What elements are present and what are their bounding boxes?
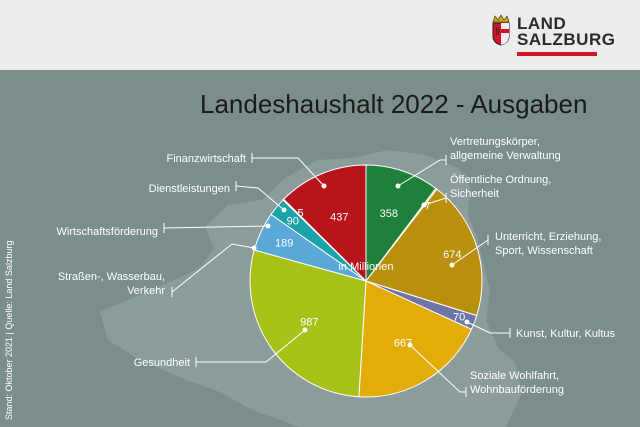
leader-dot xyxy=(464,319,470,325)
leader-line xyxy=(423,197,447,206)
slice-category-label: Vertretungskörper, allgemeine Verwaltung xyxy=(450,136,561,162)
pie-slice xyxy=(283,164,367,283)
slice-value-label: 358 xyxy=(380,208,398,220)
slice-category-label: Unterricht, Erziehung, Sport, Wissenschaf… xyxy=(495,231,601,257)
leader-line xyxy=(466,321,510,334)
leader-line xyxy=(409,344,466,393)
slice-value-label: 189 xyxy=(275,237,293,249)
leader-dot xyxy=(281,207,287,213)
leader-line xyxy=(235,185,285,211)
pie-slice xyxy=(365,164,437,283)
leader-line xyxy=(252,157,325,187)
category-labels: Vertretungskörper, allgemeine Verwaltung Ö… xyxy=(57,136,616,396)
slice-value-label: 5 xyxy=(298,208,304,220)
slice-value-label: 667 xyxy=(394,338,412,350)
leader-dot xyxy=(407,342,413,348)
leader-dot xyxy=(321,183,327,189)
leader-dot xyxy=(421,202,427,208)
slice-value-label: 70 xyxy=(453,312,465,324)
slice-value-label: 90 xyxy=(287,215,299,227)
brand-name-line2: SALZBURG xyxy=(517,30,616,49)
slice-category-label: Gesundheit xyxy=(134,357,190,369)
slice-category-label: Kunst, Kultur, Kultus xyxy=(516,328,616,340)
chart-title: Landeshaushalt 2022 - Ausgaben xyxy=(200,89,588,119)
leader-line xyxy=(397,159,446,187)
leader-lines xyxy=(163,153,511,397)
slice-value-label: 437 xyxy=(330,212,348,224)
pie-slice xyxy=(249,249,367,398)
slice-category-label: Straßen-, Wasserbau, Verkehr xyxy=(58,271,166,297)
slice-category-label: Dienstleistungen xyxy=(149,183,230,195)
slice-value-label: 987 xyxy=(300,316,318,328)
leader-dot xyxy=(395,183,401,189)
leader-dot xyxy=(251,245,257,251)
leader-dot xyxy=(302,327,308,333)
leader-line xyxy=(196,329,306,363)
value-labels: 358 7 674 70 667 987 189 905 437 xyxy=(275,200,465,349)
leader-dot xyxy=(265,223,271,229)
coat-of-arms-icon xyxy=(492,14,510,46)
unit-note: in Millionen xyxy=(338,261,393,273)
leader-dot xyxy=(449,262,455,268)
leader-line xyxy=(163,225,269,229)
header-band xyxy=(0,0,640,70)
brand-underline xyxy=(517,52,597,56)
leader-line xyxy=(171,243,255,293)
slice-category-label: Soziale Wohlfahrt, Wohnbauförderung xyxy=(470,370,564,396)
leader-line xyxy=(451,239,489,266)
pie-slices xyxy=(249,164,483,398)
slice-category-label: Wirtschaftsförderung xyxy=(57,226,158,238)
slice-value-label: 7 xyxy=(425,200,431,212)
slice-value-label: 674 xyxy=(443,249,461,261)
brand-name-line1: LAND xyxy=(517,14,567,33)
pie-slice xyxy=(358,280,473,398)
slice-category-label: Finanzwirtschaft xyxy=(167,153,246,165)
slice-category-label: Öffentliche Ordnung, Sicherheit xyxy=(450,174,551,200)
